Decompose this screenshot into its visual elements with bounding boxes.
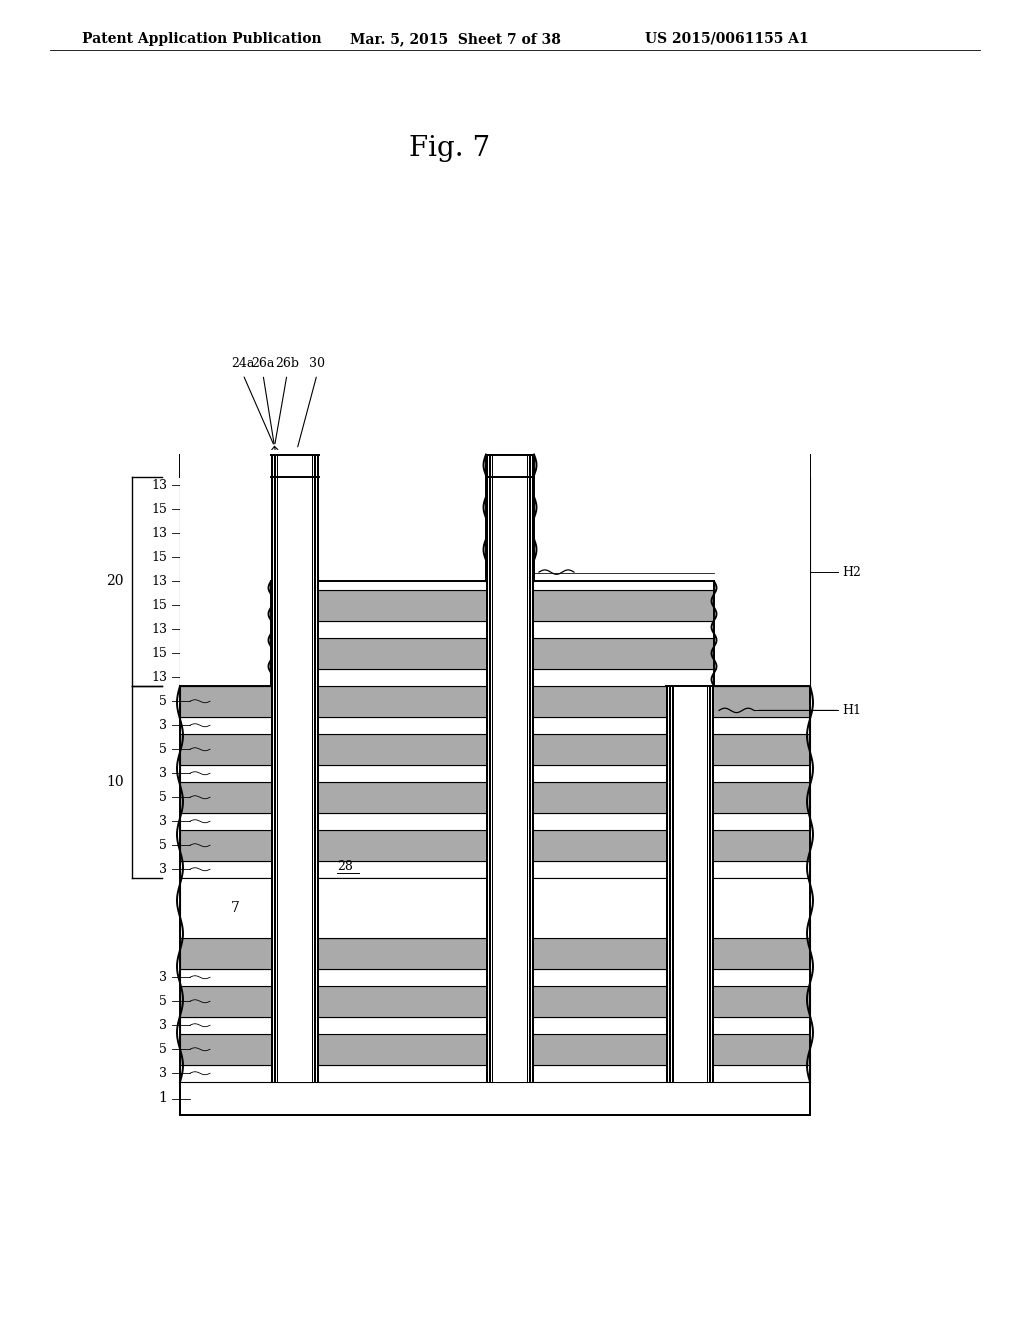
Bar xyxy=(180,477,810,494)
Text: 15: 15 xyxy=(152,550,167,564)
Text: 3: 3 xyxy=(159,767,167,780)
Text: 24a: 24a xyxy=(231,356,255,370)
Bar xyxy=(180,494,810,524)
Text: 5: 5 xyxy=(159,743,167,756)
Bar xyxy=(317,454,319,1082)
Text: 3: 3 xyxy=(159,814,167,828)
Text: 5: 5 xyxy=(159,995,167,1007)
Text: 3: 3 xyxy=(159,863,167,875)
Text: Patent Application Publication: Patent Application Publication xyxy=(82,32,322,46)
Bar xyxy=(180,450,271,686)
Bar xyxy=(672,686,674,1082)
Bar xyxy=(180,454,810,477)
Bar xyxy=(180,1082,810,1115)
Text: 1: 1 xyxy=(158,1092,167,1106)
Bar xyxy=(180,686,810,717)
Bar xyxy=(526,454,528,1082)
Bar xyxy=(709,686,711,1082)
Bar xyxy=(180,813,810,830)
Text: Fig. 7: Fig. 7 xyxy=(410,135,490,162)
Bar xyxy=(278,454,279,1082)
Bar xyxy=(492,454,494,1082)
Text: 26b: 26b xyxy=(275,356,299,370)
Bar xyxy=(486,454,487,1082)
Text: 13: 13 xyxy=(151,623,167,636)
Text: 15: 15 xyxy=(152,599,167,611)
Bar xyxy=(180,717,810,734)
Text: 7: 7 xyxy=(231,902,240,915)
Text: 10: 10 xyxy=(106,775,124,789)
Text: US 2015/0061155 A1: US 2015/0061155 A1 xyxy=(645,32,809,46)
Text: 13: 13 xyxy=(151,574,167,587)
Bar xyxy=(180,524,810,543)
Text: H2: H2 xyxy=(842,565,861,578)
Bar xyxy=(180,781,810,813)
Text: 28: 28 xyxy=(337,861,353,873)
Bar xyxy=(180,861,810,878)
Bar xyxy=(180,543,810,573)
Bar xyxy=(180,969,810,986)
Bar xyxy=(489,454,490,1082)
Bar xyxy=(180,573,810,590)
Text: 20: 20 xyxy=(106,574,124,589)
Bar xyxy=(314,454,315,1082)
Text: 26a: 26a xyxy=(251,356,274,370)
Text: 13: 13 xyxy=(151,671,167,684)
Text: 15: 15 xyxy=(152,647,167,660)
Bar xyxy=(180,668,810,686)
Bar xyxy=(180,830,810,861)
Text: 30: 30 xyxy=(309,356,325,370)
Text: 13: 13 xyxy=(151,479,167,492)
Bar xyxy=(180,1034,810,1064)
Text: 3: 3 xyxy=(159,1067,167,1080)
Bar xyxy=(311,454,313,1082)
Bar xyxy=(670,686,671,1082)
Bar xyxy=(319,878,486,939)
Bar xyxy=(271,454,319,1082)
Bar xyxy=(534,450,714,581)
Bar xyxy=(180,1064,810,1082)
Bar xyxy=(271,450,486,581)
Text: 5: 5 xyxy=(159,694,167,708)
Bar xyxy=(180,878,810,939)
Bar xyxy=(713,686,714,1082)
Bar xyxy=(707,686,708,1082)
Text: 3: 3 xyxy=(159,1019,167,1032)
Bar xyxy=(180,638,810,668)
Text: 5: 5 xyxy=(159,1043,167,1056)
Bar xyxy=(271,454,272,1082)
Bar xyxy=(180,1016,810,1034)
Text: 15: 15 xyxy=(152,503,167,516)
Text: 3: 3 xyxy=(159,970,167,983)
Bar xyxy=(529,454,530,1082)
Text: 3: 3 xyxy=(159,719,167,731)
Bar xyxy=(486,454,534,1082)
Bar xyxy=(180,764,810,781)
Text: Mar. 5, 2015  Sheet 7 of 38: Mar. 5, 2015 Sheet 7 of 38 xyxy=(350,32,561,46)
Bar xyxy=(714,450,810,686)
Text: 13: 13 xyxy=(151,527,167,540)
Bar xyxy=(180,620,810,638)
Bar xyxy=(180,986,810,1016)
Bar xyxy=(666,686,714,1082)
Bar xyxy=(274,454,276,1082)
Bar xyxy=(180,939,810,969)
Bar xyxy=(180,590,810,620)
Bar xyxy=(666,686,668,1082)
Text: H1: H1 xyxy=(842,704,861,717)
Bar xyxy=(180,734,810,764)
Bar xyxy=(532,454,534,1082)
Text: 5: 5 xyxy=(159,791,167,804)
Text: 5: 5 xyxy=(159,838,167,851)
